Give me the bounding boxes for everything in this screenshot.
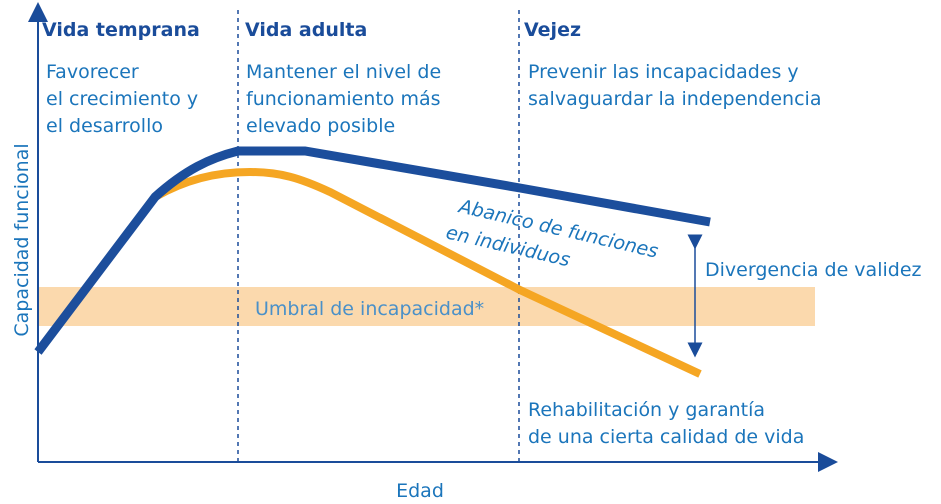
lower-curve <box>153 167 702 378</box>
y-axis-label: Capacidad funcional <box>11 143 33 336</box>
divergence-label: Divergencia de validez <box>705 259 922 281</box>
stage-text: Mantener el nivel de <box>246 61 441 83</box>
x-axis-label: Edad <box>396 480 444 502</box>
stage-title: Vida adulta <box>245 19 367 41</box>
stage-text: funcionamiento más <box>246 88 441 110</box>
stage-text: Prevenir las incapacidades y <box>528 61 799 83</box>
rehab-label: de una cierta calidad de vida <box>528 426 804 448</box>
stage-text: el crecimiento y <box>46 88 198 110</box>
stage-text: elevado posible <box>246 115 395 137</box>
threshold-label: Umbral de incapacidad* <box>255 298 484 320</box>
stage-title: Vejez <box>524 19 581 41</box>
stage-text: salvaguardar la independencia <box>528 88 821 110</box>
threshold-band <box>38 287 815 326</box>
rehab-label: Rehabilitación y garantía <box>528 399 765 421</box>
stage-title: Vida temprana <box>42 19 200 41</box>
upper-curve <box>34 146 711 355</box>
stage-text: Favorecer <box>46 61 139 83</box>
stage-text: el desarrollo <box>46 115 163 137</box>
